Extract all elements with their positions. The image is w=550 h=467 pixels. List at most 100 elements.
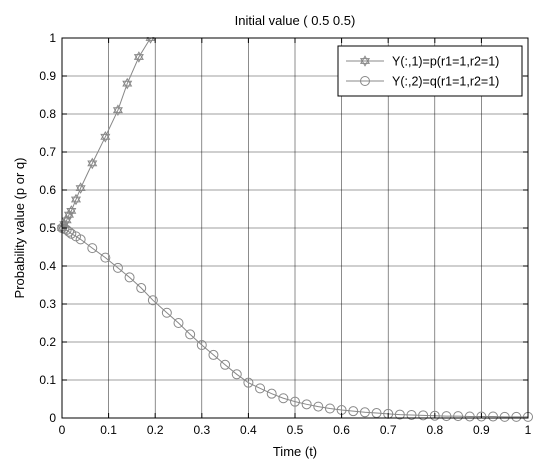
x-tick-label: 0.7 [380,423,397,437]
x-tick-label: 0.4 [240,423,257,437]
series-2-point [231,369,242,380]
y-tick-label: 0.8 [39,107,56,121]
series-2-point [136,283,147,294]
x-tick-label: 1 [525,423,532,437]
series-1-point [133,51,144,63]
series-2-point [63,226,74,237]
x-axis-title: Time (t) [273,444,317,459]
hexagram-triangle-up [66,205,77,214]
hexagram-triangle-up [145,37,156,41]
x-tick-label: 0 [59,423,66,437]
series-2-point [313,401,324,412]
series-2-point [301,399,312,410]
hexagram-triangle-up [133,51,144,60]
series-2-point [185,329,196,340]
hexagram-triangle-up [70,193,82,203]
legend-marker-2 [360,76,370,86]
legend-label-1: Y(:,1)=p(r1=1,r2=1) [392,55,499,69]
grid-layer [62,38,528,418]
series-2-point [266,388,277,399]
series-2-point [406,409,417,420]
series-2-point [208,349,219,360]
x-tick-label: 0.9 [473,423,490,437]
legend-label-2: Y(:,2)=q(r1=1,r2=1) [392,75,499,89]
legend-items: Y(:,1)=p(r1=1,r2=1) Y(:,2)=q(r1=1,r2=1) [346,55,499,89]
x-tick-label: 0.1 [100,423,117,437]
hexagram-triangle-down [61,217,72,227]
hexagram-triangle-down [359,58,371,67]
x-tick-label: 0.5 [287,423,304,437]
y-tick-label: 0.1 [39,373,56,387]
tick-layer: 0 0.1 0.2 0.3 0.4 0.5 0.6 0.7 0.8 0.9 1 0 0.1 0.2 0.3 0… [39,31,531,437]
series-2-point [278,393,289,404]
y-tick-label: 0.4 [39,259,56,273]
series-line-1 [61,37,151,229]
hexagram-triangle-down [75,185,86,194]
series-2-point [348,406,359,417]
y-tick-label: 0.7 [39,145,56,159]
series-1-point [112,104,123,116]
hexagram-triangle-down [112,107,123,116]
legend-marker-1 [359,55,371,67]
hexagram-triangle-down [70,196,82,206]
hexagram-triangle-down [133,54,144,63]
hexagram-triangle-down [66,208,77,217]
hexagram-triangle-down [87,160,98,170]
hexagram-triangle-down [146,37,155,44]
x-tick-label: 0.6 [333,423,350,437]
series-2-point [66,228,77,239]
series-2-point [124,272,135,283]
series-1-point [70,193,82,206]
series-line-2 [61,227,528,418]
legend: Y(:,1)=p(r1=1,r2=1) Y(:,2)=q(r1=1,r2=1) [337,45,523,97]
x-tick-label: 0.2 [147,423,164,437]
series-2-point [196,340,207,351]
series-1-point [122,77,133,90]
series-2-point [488,411,499,422]
series-2-point [464,411,475,422]
series-2-point [499,411,510,422]
series-2-point [243,377,254,388]
y-tick-label: 0 [49,411,56,425]
series-1-point [145,37,156,44]
y-tick-label: 0.3 [39,297,56,311]
y-tick-label: 0.9 [39,69,56,83]
series-1-point [87,157,98,170]
hexagram-triangle-down [100,133,111,143]
hexagram-triangle-up [359,55,371,64]
series-1-point [100,130,111,143]
series-2-point [394,409,405,420]
series-2-point [147,295,158,306]
legend-box [337,45,523,97]
series-layer [56,37,533,422]
hexagram-triangle-up [122,77,133,87]
x-tick-label: 0.3 [193,423,210,437]
series-2-point [418,410,429,421]
series-2-point [441,411,452,422]
series-1-point [75,182,86,194]
hexagram-triangle-up [100,130,111,140]
series-2-point [290,396,300,407]
y-axis-title: Probability value (p or q) [12,158,27,299]
series-2-point [511,411,522,422]
chart-title: Initial value ( 0.5 0.5) [235,13,356,28]
y-tick-label: 1 [49,31,56,45]
series-2-point [453,411,464,422]
series-2-point [173,318,184,328]
y-tick-label: 0.6 [39,183,56,197]
series-2-point [359,407,370,418]
series-2-point [255,383,266,394]
series-2-point [476,411,487,422]
series-2-point [324,403,335,414]
series-2-point [112,262,123,273]
series-2-point [75,234,86,245]
series-2-point [220,359,231,370]
series-2-point [100,252,111,263]
series-2-point [429,410,440,421]
y-tick-label: 0.2 [39,335,56,349]
hexagram-triangle-up [87,157,98,167]
series-1-point [66,205,77,217]
y-tick-label: 0.5 [39,221,56,235]
